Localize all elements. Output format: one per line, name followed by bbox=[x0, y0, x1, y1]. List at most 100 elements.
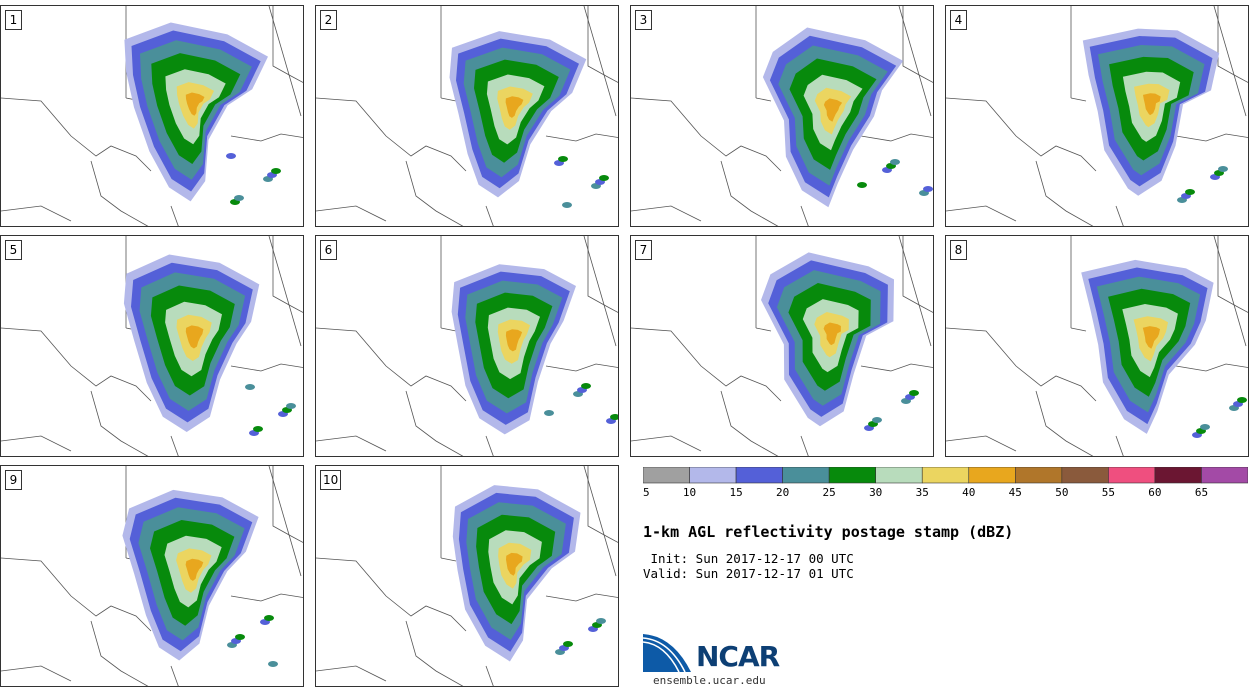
state-boundary bbox=[440, 327, 457, 332]
page-title: 1-km AGL reflectivity postage stamp (dBZ… bbox=[643, 523, 1014, 541]
state-boundary bbox=[1, 557, 152, 632]
colorbar-segment bbox=[689, 467, 737, 484]
member-number: 1 bbox=[5, 10, 22, 30]
reflectivity-contour bbox=[185, 558, 204, 581]
state-boundary bbox=[1, 327, 152, 402]
state-boundary bbox=[170, 435, 179, 456]
storm-cell bbox=[563, 641, 573, 647]
valid-time: Valid: Sun 2017-12-17 01 UTC bbox=[643, 566, 854, 581]
state-boundary bbox=[583, 6, 617, 117]
reflectivity-contour bbox=[1143, 93, 1161, 116]
colorbar-segment bbox=[828, 467, 876, 484]
storm-cell bbox=[1200, 424, 1210, 430]
storm-cell bbox=[234, 195, 244, 201]
state-boundary bbox=[902, 236, 933, 313]
state-boundary bbox=[316, 97, 467, 172]
storm-cell bbox=[226, 153, 236, 159]
member-number: 4 bbox=[950, 10, 967, 30]
state-boundary bbox=[946, 327, 1097, 402]
colorbar-tick-label: 30 bbox=[869, 486, 882, 499]
state-boundary bbox=[1, 435, 72, 452]
reflectivity-map bbox=[1, 6, 303, 226]
logo-text: NCAR bbox=[696, 640, 780, 673]
state-boundary bbox=[631, 205, 702, 222]
state-boundary bbox=[230, 363, 303, 372]
state-boundary bbox=[946, 435, 1017, 452]
member-number: 2 bbox=[320, 10, 337, 30]
colorbar-tick-label: 15 bbox=[729, 486, 742, 499]
state-boundary bbox=[1, 97, 152, 172]
reflectivity-map bbox=[316, 466, 618, 686]
member-panel: 5 bbox=[0, 235, 304, 457]
member-number: 9 bbox=[5, 470, 22, 490]
state-boundary bbox=[1, 665, 72, 682]
state-boundary bbox=[405, 620, 464, 686]
state-boundary bbox=[316, 435, 387, 452]
state-boundary bbox=[1115, 435, 1124, 456]
member-number: 7 bbox=[635, 240, 652, 260]
state-boundary bbox=[316, 665, 387, 682]
state-boundary bbox=[1213, 236, 1247, 347]
colorbar-segment bbox=[782, 467, 830, 484]
reflectivity-colorbar: 5 10 15 20 25 30 35 40 45 50 55 60 65 bbox=[643, 467, 1248, 499]
init-time: Init: Sun 2017-12-17 00 UTC bbox=[643, 551, 854, 566]
storm-cell bbox=[286, 403, 296, 409]
colorbar-segment bbox=[875, 467, 923, 484]
reflectivity-contour bbox=[185, 92, 205, 116]
state-boundary bbox=[898, 236, 932, 347]
colorbar-segment bbox=[921, 467, 970, 484]
colorbar-segment bbox=[968, 467, 1016, 484]
storm-cell bbox=[872, 417, 882, 423]
storm-cell bbox=[268, 661, 278, 667]
colorbar-tick-label: 10 bbox=[683, 486, 696, 499]
state-boundary bbox=[230, 593, 303, 602]
state-boundary bbox=[800, 205, 809, 226]
storm-cell bbox=[271, 168, 281, 174]
member-panel: 9 bbox=[0, 465, 304, 687]
member-number: 6 bbox=[320, 240, 337, 260]
state-boundary bbox=[272, 236, 303, 313]
state-boundary bbox=[485, 665, 494, 686]
member-panel: 4 bbox=[945, 5, 1249, 227]
reflectivity-contour bbox=[1142, 326, 1160, 349]
colorbar-tick-label: 35 bbox=[916, 486, 929, 499]
colorbar-segment bbox=[1061, 467, 1109, 484]
state-boundary bbox=[1217, 236, 1248, 313]
member-panel: 3 bbox=[630, 5, 934, 227]
colorbar-tick-label: 65 bbox=[1195, 486, 1208, 499]
reflectivity-map bbox=[316, 6, 618, 226]
member-panel: 8 bbox=[945, 235, 1249, 457]
storm-cell bbox=[923, 186, 933, 192]
colorbar-segment bbox=[1108, 467, 1156, 484]
colorbar-tick-label: 40 bbox=[962, 486, 975, 499]
colorbar-tick-label: 60 bbox=[1148, 486, 1161, 499]
storm-cell bbox=[1237, 397, 1247, 403]
state-boundary bbox=[316, 557, 467, 632]
colorbar-tick-label: 50 bbox=[1055, 486, 1068, 499]
state-boundary bbox=[440, 97, 457, 102]
reflectivity-map bbox=[316, 236, 618, 456]
colorbar-segment bbox=[1154, 467, 1202, 484]
state-boundary bbox=[1035, 160, 1094, 226]
colorbar-tick-label: 55 bbox=[1102, 486, 1115, 499]
state-boundary bbox=[268, 236, 302, 347]
storm-cell bbox=[1185, 189, 1195, 195]
state-boundary bbox=[440, 557, 457, 562]
state-boundary bbox=[587, 236, 618, 313]
state-boundary bbox=[485, 435, 494, 456]
state-boundary bbox=[720, 390, 779, 456]
member-number: 3 bbox=[635, 10, 652, 30]
state-boundary bbox=[1175, 133, 1248, 142]
member-panel: 7 bbox=[630, 235, 934, 457]
storm-cell bbox=[599, 175, 609, 181]
state-boundary bbox=[902, 6, 933, 83]
state-boundary bbox=[1115, 205, 1124, 226]
storm-cell bbox=[596, 618, 606, 624]
member-panel: 10 bbox=[315, 465, 619, 687]
state-boundary bbox=[860, 133, 933, 142]
state-boundary bbox=[860, 363, 933, 372]
state-boundary bbox=[485, 205, 494, 226]
storm-cell bbox=[235, 634, 245, 640]
colorbar-tick-label: 45 bbox=[1009, 486, 1022, 499]
state-boundary bbox=[170, 205, 179, 226]
